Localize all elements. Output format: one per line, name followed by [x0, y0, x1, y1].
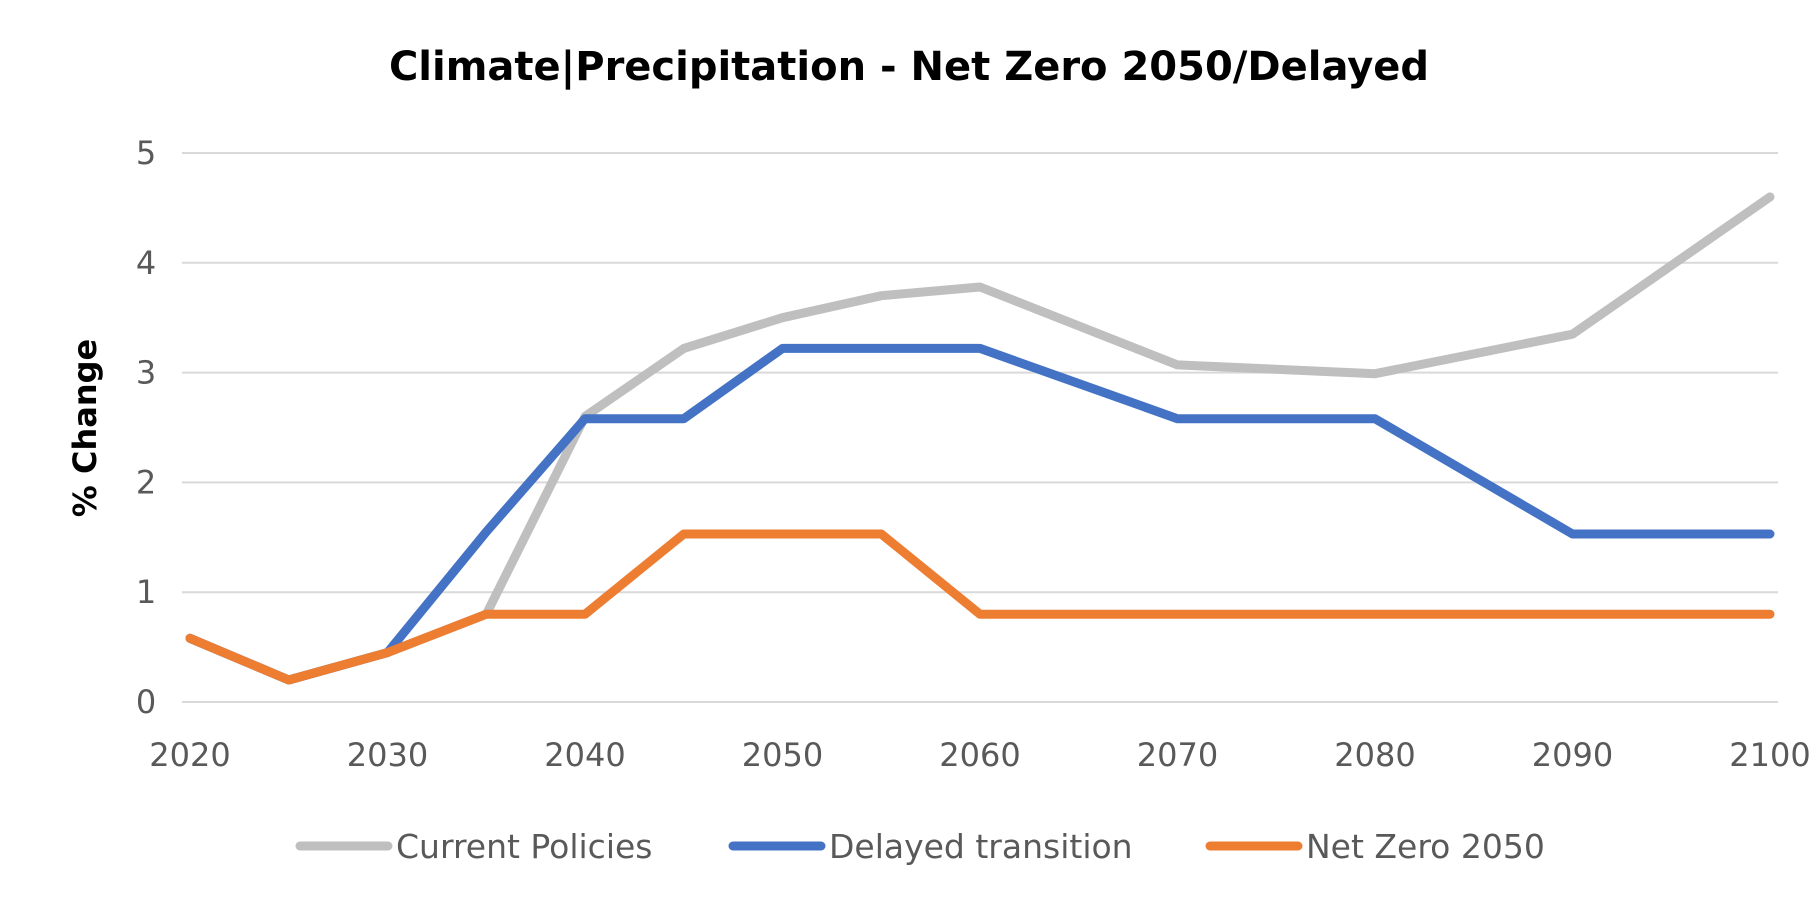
- legend-item-current-policies: Current Policies: [295, 827, 653, 866]
- chart-title: Climate|Precipitation - Net Zero 2050/De…: [389, 44, 1429, 91]
- y-tick-label: 2: [136, 463, 156, 501]
- x-tick-label: 2090: [1532, 736, 1613, 774]
- x-tick-label: 2050: [742, 736, 823, 774]
- x-tick-label: 2100: [1729, 736, 1810, 774]
- x-tick-label: 2060: [939, 736, 1020, 774]
- legend-label: Delayed transition: [829, 827, 1133, 866]
- gridlines: [182, 152, 1778, 703]
- legend-item-net-zero-2050: Net Zero 2050: [1205, 827, 1545, 866]
- legend-label: Current Policies: [396, 827, 653, 866]
- legend-label: Net Zero 2050: [1306, 827, 1545, 866]
- x-axis-ticks: 2020 2030 2040 2050 2060 2070 2080 2090 2100: [149, 736, 1810, 774]
- x-tick-label: 2080: [1334, 736, 1415, 774]
- y-tick-label: 3: [136, 354, 156, 392]
- y-tick-label: 0: [136, 683, 156, 721]
- legend-item-delayed-transition: Delayed transition: [728, 827, 1133, 866]
- y-axis-ticks: 0 1 2 3 4 5: [136, 134, 156, 721]
- y-tick-label: 1: [136, 573, 156, 611]
- y-axis-title: % Change: [66, 339, 104, 517]
- x-tick-label: 2030: [347, 736, 428, 774]
- x-tick-label: 2020: [149, 736, 230, 774]
- y-tick-label: 5: [136, 134, 156, 172]
- x-tick-label: 2070: [1137, 736, 1218, 774]
- legend: Current Policies Delayed transition Net Ze…: [295, 827, 1545, 866]
- series-line-delayed-transition: [185, 343, 1775, 685]
- series-line-net-zero-2050: [185, 529, 1775, 685]
- x-tick-label: 2040: [544, 736, 625, 774]
- y-tick-label: 4: [136, 244, 156, 282]
- series-lines: [185, 192, 1775, 685]
